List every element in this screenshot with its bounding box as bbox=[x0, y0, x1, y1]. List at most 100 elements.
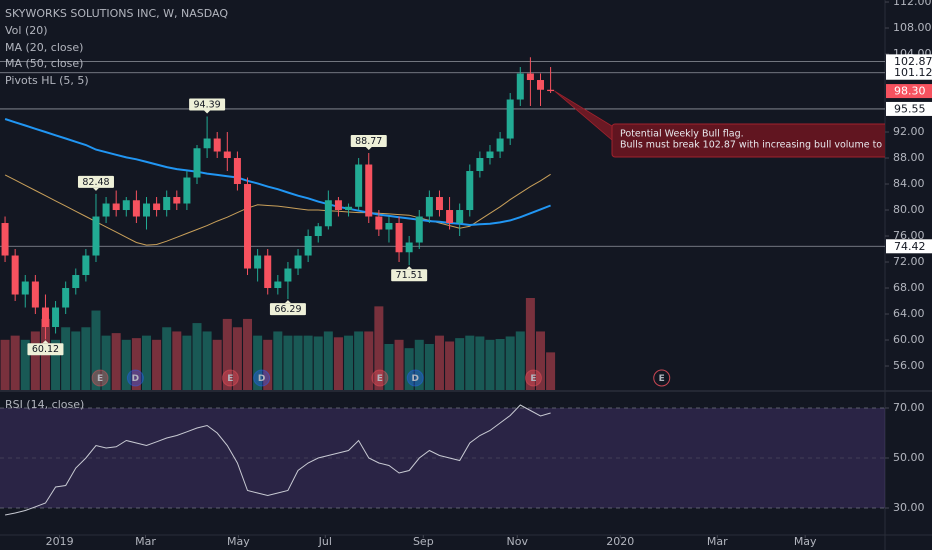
volume-bar bbox=[333, 337, 343, 390]
annotation-text: Potential Weekly Bull flag. bbox=[620, 129, 744, 140]
candle-body bbox=[526, 73, 534, 81]
volume-bar bbox=[222, 318, 232, 390]
rsi-band bbox=[0, 408, 885, 508]
event-label: E bbox=[227, 374, 233, 384]
candle-body bbox=[516, 73, 524, 100]
candle-body bbox=[203, 138, 211, 149]
x-tick-label: May bbox=[227, 535, 250, 548]
candle-body bbox=[82, 255, 90, 276]
candle-body bbox=[274, 281, 282, 289]
volume-bar bbox=[30, 331, 40, 390]
event-label: D bbox=[132, 374, 139, 384]
candle-body bbox=[153, 203, 161, 211]
volume-bar bbox=[485, 339, 495, 390]
annotation-text: Bulls must break 102.87 with increasing … bbox=[620, 140, 906, 151]
volume-bar bbox=[283, 335, 293, 390]
volume-bar bbox=[81, 327, 91, 390]
candle-body bbox=[264, 255, 272, 289]
candle-body bbox=[62, 288, 70, 308]
volume-bar bbox=[546, 352, 556, 390]
y-tick-label: 84.00 bbox=[893, 177, 925, 190]
volume-bar bbox=[374, 306, 384, 390]
volume-bar bbox=[172, 331, 182, 390]
volume-bar bbox=[273, 331, 283, 390]
indicator-label: Pivots HL (5, 5) bbox=[5, 74, 89, 87]
volume-bar bbox=[61, 327, 71, 390]
level-label: 102.87 bbox=[894, 55, 932, 68]
candle-body bbox=[486, 151, 494, 159]
candle-body bbox=[72, 275, 80, 289]
y-tick-label: 92.00 bbox=[893, 125, 925, 138]
volume-bar bbox=[364, 331, 374, 390]
candle-body bbox=[294, 255, 302, 269]
candle-body bbox=[365, 164, 373, 217]
volume-bar bbox=[232, 327, 242, 390]
candle-body bbox=[11, 255, 19, 295]
volume-bar bbox=[434, 335, 444, 390]
pivot-box bbox=[189, 98, 226, 111]
x-tick-label: Nov bbox=[507, 535, 529, 548]
candle-body bbox=[254, 255, 262, 269]
pivot-label: 71.51 bbox=[396, 270, 423, 281]
candle-body bbox=[183, 177, 191, 204]
candle-body bbox=[102, 203, 110, 217]
event-marker bbox=[524, 369, 542, 387]
volume-bar bbox=[121, 339, 131, 390]
event-marker bbox=[221, 369, 239, 387]
y-tick-label: 80.00 bbox=[893, 203, 925, 216]
candle-body bbox=[223, 151, 231, 159]
event-label: E bbox=[97, 374, 103, 384]
candle-body bbox=[345, 206, 353, 211]
candle-body bbox=[385, 223, 393, 230]
candle-body bbox=[466, 171, 474, 211]
y-tick-label: 88.00 bbox=[893, 151, 925, 164]
candle-body bbox=[31, 281, 39, 308]
candle-body bbox=[1, 223, 9, 256]
candle-body bbox=[132, 200, 140, 217]
level-label-box bbox=[886, 65, 932, 80]
level-label: 101.12 bbox=[894, 66, 932, 79]
x-tick-label: Mar bbox=[135, 535, 156, 548]
volume-bar bbox=[495, 338, 505, 390]
volume-bar bbox=[101, 335, 111, 390]
candle-body bbox=[334, 200, 342, 211]
candle-body bbox=[244, 184, 252, 269]
y-tick-label: 70.00 bbox=[893, 401, 925, 414]
volume-bar bbox=[515, 331, 525, 390]
candle-body bbox=[405, 242, 413, 253]
volume-bar bbox=[141, 335, 151, 390]
volume-bar bbox=[243, 318, 253, 390]
volume-bar bbox=[152, 339, 162, 390]
event-label: E bbox=[377, 374, 383, 384]
candle-body bbox=[284, 268, 292, 282]
volume-bar bbox=[162, 327, 172, 390]
volume-bar bbox=[20, 339, 30, 390]
volume-bar bbox=[394, 339, 404, 390]
candle-body bbox=[163, 197, 171, 211]
volume-bar bbox=[475, 336, 485, 390]
candle-body bbox=[435, 197, 443, 211]
candle-body bbox=[496, 138, 504, 152]
level-label-box bbox=[886, 101, 932, 116]
candle-body bbox=[506, 99, 514, 139]
event-label: E bbox=[530, 374, 536, 384]
volume-bar bbox=[525, 298, 535, 390]
price-pane: 60.12 82.48 94.39 66.29 88.77 71.51 E D E D E D E E Po… bbox=[0, 57, 906, 390]
volume-bar bbox=[71, 331, 81, 390]
pivot-label: 60.12 bbox=[32, 344, 59, 355]
event-marker bbox=[406, 369, 424, 387]
candle-body bbox=[395, 223, 403, 253]
pivot-box bbox=[77, 175, 114, 188]
event-marker bbox=[371, 369, 389, 387]
candle-body bbox=[446, 210, 454, 224]
volume-bar bbox=[111, 333, 121, 390]
candle-body bbox=[41, 307, 49, 328]
y-tick-label: 112.00 bbox=[893, 0, 932, 8]
event-label: D bbox=[411, 374, 418, 384]
indicator-label: MA (50, close) bbox=[5, 57, 83, 70]
y-tick-label: 60.00 bbox=[893, 333, 925, 346]
annotation-box bbox=[611, 123, 885, 158]
event-marker bbox=[653, 369, 671, 387]
